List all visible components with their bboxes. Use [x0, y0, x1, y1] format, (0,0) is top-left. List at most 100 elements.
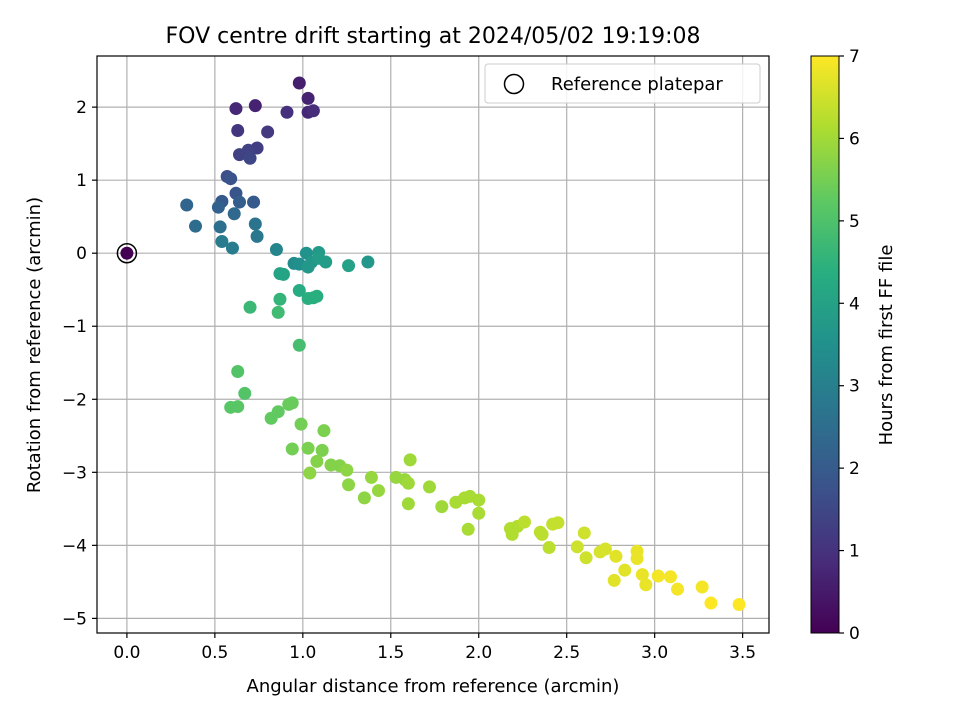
scatter-point	[732, 598, 746, 612]
colorbar-label: Hours from first FF file	[876, 245, 897, 446]
scatter-point	[292, 76, 306, 90]
colorbar-tick-label: 2	[849, 459, 860, 479]
scatter-point	[361, 255, 375, 269]
scatter-point	[461, 522, 475, 536]
scatter-point	[301, 260, 315, 274]
legend-marker	[503, 73, 525, 95]
x-tick-label: 1.5	[377, 643, 404, 663]
scatter-point	[401, 497, 415, 511]
x-axis-ticks: 0.0 0.5 1.0 1.5 2.0 2.5 3.0 3.5	[113, 633, 756, 663]
scatter-point	[517, 515, 531, 529]
scatter-point	[271, 405, 285, 419]
scatter-point	[342, 478, 356, 492]
scatter-point	[371, 484, 385, 498]
scatter-point	[403, 453, 417, 467]
scatter-point	[269, 243, 283, 257]
scatter-point	[607, 573, 621, 587]
colorbar-tick-label: 7	[849, 47, 860, 67]
scatter-point	[364, 470, 378, 484]
y-tick-label: −5	[62, 609, 87, 629]
scatter-point	[301, 91, 315, 105]
scatter-point	[618, 563, 632, 577]
x-axis-label: Angular distance from reference (arcmin)	[247, 676, 620, 697]
reference-platepar-marker	[116, 242, 138, 264]
scatter-point	[472, 506, 486, 520]
scatter-point	[577, 526, 591, 540]
y-tick-label: −3	[62, 463, 87, 483]
colorbar-tick-label: 3	[849, 377, 860, 397]
scatter-point	[261, 125, 275, 139]
scatter-point	[422, 480, 436, 494]
scatter-point	[248, 99, 262, 113]
colorbar-tick-label: 6	[849, 129, 860, 149]
legend-label: Reference platepar	[551, 74, 723, 95]
y-tick-label: −2	[62, 390, 87, 410]
x-tick-label: 0.0	[113, 643, 140, 663]
scatter-point	[280, 105, 294, 119]
colorbar-tick-label: 5	[849, 212, 860, 232]
legend-box	[484, 63, 761, 104]
scatter-point	[435, 500, 449, 514]
scatter-point	[542, 541, 556, 555]
scatter-point	[535, 527, 549, 541]
scatter-point	[357, 491, 371, 505]
scatter-point	[232, 195, 246, 209]
scatter-point	[247, 195, 261, 209]
scatter-point	[273, 292, 287, 306]
scatter-point	[276, 267, 290, 281]
x-tick-label: 3.5	[729, 643, 756, 663]
scatter-point	[243, 151, 257, 165]
scatter-point	[663, 570, 677, 584]
scatter-point	[294, 417, 308, 431]
grid-lines	[97, 56, 769, 633]
scatter-point	[598, 542, 612, 556]
scatter-point	[310, 289, 324, 303]
scatter-point	[303, 466, 317, 480]
scatter-point	[224, 172, 238, 186]
scatter-point	[310, 454, 324, 468]
scatter-point	[472, 493, 486, 507]
colorbar-ticks: 0 1 2 3 4 5 6 7	[839, 47, 860, 644]
scatter-point	[231, 123, 245, 137]
colorbar-gradient	[810, 55, 840, 634]
scatter-point	[213, 220, 227, 234]
scatter-point	[671, 582, 685, 596]
colorbar: 0 1 2 3 4 5 6 7 Hours from first FF file	[810, 47, 897, 644]
scatter-point	[215, 235, 229, 249]
scatter-point	[301, 441, 315, 455]
y-tick-label: 2	[76, 98, 87, 118]
scatter-point	[243, 300, 257, 314]
chart-title: FOV centre drift starting at 2024/05/02 …	[166, 24, 701, 49]
scatter-point	[609, 549, 623, 563]
scatter-point	[292, 338, 306, 352]
x-tick-label: 2.5	[553, 643, 580, 663]
scatter-point	[340, 463, 354, 477]
y-axis-ticks: 2 1 0 −1 −2 −3 −4 −5	[62, 98, 97, 629]
y-axis-label: Rotation from reference (arcmin)	[24, 197, 45, 493]
y-tick-label: −1	[62, 317, 87, 337]
scatter-point	[319, 255, 333, 269]
scatter-point	[579, 551, 593, 565]
x-tick-label: 3.0	[641, 643, 668, 663]
scatter-point	[225, 241, 239, 255]
scatter-point	[315, 443, 329, 457]
scatter-point	[401, 476, 415, 490]
scatter-point	[231, 400, 245, 414]
colorbar-tick-label: 4	[849, 294, 860, 314]
scatter-point	[695, 580, 709, 594]
colorbar-tick-label: 0	[849, 624, 860, 644]
scatter-point	[292, 283, 306, 297]
scatter-point	[570, 540, 584, 554]
scatter-point	[651, 569, 665, 583]
scatter-point	[306, 104, 320, 118]
scatter-point	[317, 424, 331, 438]
scatter-point	[120, 246, 134, 260]
scatter-point	[248, 217, 262, 231]
x-tick-label: 2.0	[465, 643, 492, 663]
scatter-point	[189, 219, 203, 233]
colorbar-tick-label: 1	[849, 542, 860, 562]
scatter-point	[231, 365, 245, 379]
scatter-point	[639, 578, 653, 592]
scatter-point	[250, 229, 264, 243]
